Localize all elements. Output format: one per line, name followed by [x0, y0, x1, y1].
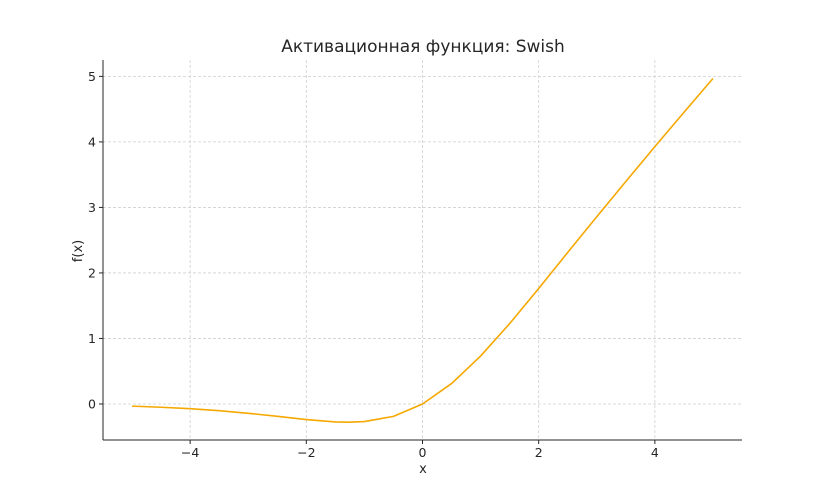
y-tick-label: 1 [88, 331, 96, 346]
chart-title: Активационная функция: Swish [281, 37, 565, 57]
series-layer [132, 78, 714, 423]
y-tick-label: 5 [88, 69, 96, 84]
y-tick-label: 4 [88, 134, 96, 149]
grid [103, 60, 742, 440]
y-tick-label: 2 [88, 265, 96, 280]
x-tick-label: 0 [419, 445, 427, 460]
y-axis-label: f(x) [71, 240, 86, 262]
y-tick-label: 0 [88, 396, 96, 411]
x-ticks: −4 −2 0 2 4 [181, 440, 659, 460]
x-tick-label: −4 [181, 445, 199, 460]
x-tick-label: 4 [651, 445, 659, 460]
y-tick-label: 3 [88, 200, 96, 215]
x-tick-label: 2 [535, 445, 543, 460]
x-axis-label: x [419, 462, 427, 477]
x-tick-label: −2 [297, 445, 315, 460]
y-ticks: 0 1 2 3 4 5 [88, 69, 103, 411]
series-line-0 [132, 78, 714, 423]
